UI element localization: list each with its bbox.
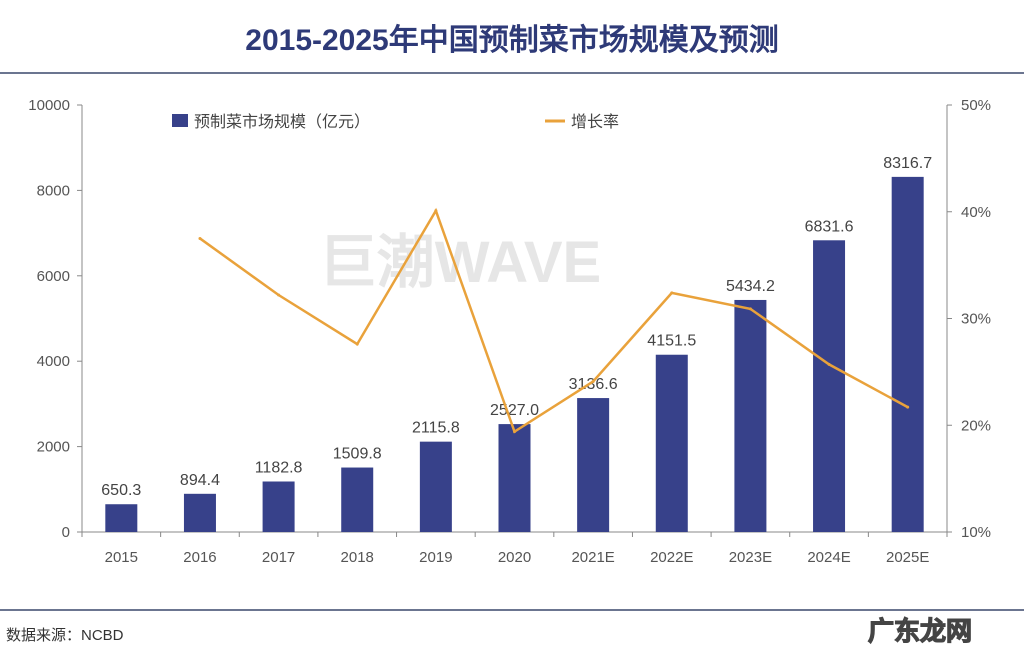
chart-title: 2015-2025年中国预制菜市场规模及预测 (245, 23, 778, 57)
bar-value-label: 2115.8 (412, 420, 460, 437)
bar (183, 493, 216, 532)
right-tick-label: 50% (961, 97, 991, 114)
left-tick-label: 6000 (37, 268, 70, 285)
bar (341, 467, 374, 532)
x-tick-label: 2019 (419, 549, 452, 566)
left-tick-label: 2000 (37, 439, 70, 456)
legend: 预制菜市场规模（亿元） 增长率 (172, 113, 619, 131)
bar (813, 240, 846, 532)
bar-value-label: 4151.5 (647, 333, 696, 350)
source-note: 数据来源：NCBD (6, 627, 124, 644)
x-tick-label: 2015 (105, 549, 138, 566)
bar-value-label: 1509.8 (333, 446, 382, 463)
x-tick-label: 2021E (571, 549, 614, 566)
bar (105, 504, 138, 532)
growth-rate-point (670, 291, 674, 295)
bar-value-label: 3136.6 (569, 376, 618, 393)
x-tick-label: 2020 (498, 549, 531, 566)
left-tick-label: 10000 (28, 97, 70, 114)
growth-rate-line (199, 207, 909, 434)
growth-rate-point (591, 379, 595, 383)
right-tick-label: 30% (961, 311, 991, 328)
bar (891, 176, 924, 533)
growth-rate-point (198, 236, 202, 240)
bar-value-label: 6831.6 (805, 218, 854, 235)
bar (734, 299, 767, 532)
growth-rate-point (434, 209, 438, 213)
bar-value-label: 894.4 (180, 472, 220, 489)
growth-rate-point (906, 405, 910, 409)
logo: 广东龙网 (868, 616, 972, 646)
legend-bar-swatch (172, 114, 188, 127)
x-tick-label: 2018 (341, 549, 374, 566)
bar (262, 481, 295, 532)
bar (498, 424, 531, 532)
left-tick-label: 8000 (37, 182, 70, 199)
bar-value-label: 1182.8 (255, 459, 303, 476)
growth-rate-point (513, 430, 516, 434)
right-tick-label: 10% (961, 524, 991, 541)
right-tick-label: 40% (961, 204, 991, 221)
x-tick-label: 2016 (183, 549, 216, 566)
left-tick-label: 4000 (37, 353, 70, 370)
bar (655, 354, 688, 532)
bar (419, 441, 452, 532)
x-tick-label: 2022E (650, 549, 693, 566)
x-tick-label: 2017 (262, 549, 295, 566)
watermark: 巨潮WAVE (319, 230, 602, 295)
bar-value-label: 2527.0 (490, 402, 539, 419)
x-tick-label: 2025E (886, 549, 929, 566)
bar-value-label: 650.3 (101, 482, 141, 499)
legend-bar-label: 预制菜市场规模（亿元） (194, 113, 370, 131)
growth-rate-point (355, 342, 359, 346)
bar-value-label: 5434.2 (726, 278, 775, 295)
growth-rate-point (748, 307, 752, 311)
left-tick-label: 0 (62, 524, 70, 541)
legend-line-label: 增长率 (571, 113, 619, 131)
bar-value-label: 8316.7 (883, 155, 932, 172)
growth-rate-point (277, 293, 281, 297)
right-tick-label: 20% (961, 417, 991, 434)
x-tick-label: 2024E (807, 549, 850, 566)
x-tick-label: 2023E (729, 549, 772, 566)
bar (577, 398, 610, 532)
growth-rate-point (827, 362, 831, 366)
